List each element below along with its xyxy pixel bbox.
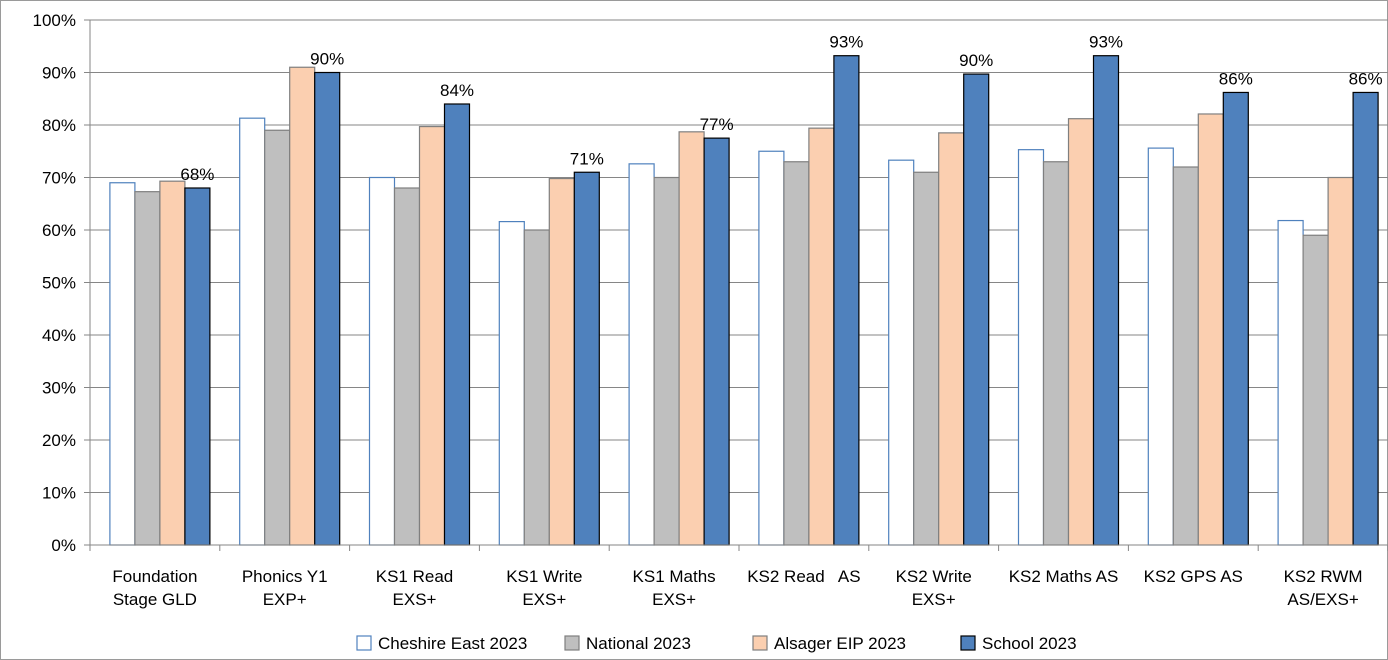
legend-label: School 2023 [982, 634, 1077, 653]
x-category-label: EXP+ [263, 590, 307, 609]
x-category-label: KS1 Read [376, 567, 454, 586]
legend-swatch [752, 635, 768, 651]
bar [159, 180, 186, 546]
x-category-label: KS2 GPS AS [1144, 567, 1243, 586]
y-tick-label: 0% [51, 536, 76, 555]
x-category-label: EXS+ [393, 590, 437, 609]
data-label: 90% [959, 51, 993, 70]
data-labels: 68% 90% 84% 71% 77% 93% 90% 93% 86% 86% [180, 33, 1382, 184]
x-category-label: Stage GLD [113, 590, 197, 609]
data-label: 68% [180, 165, 214, 184]
bar [109, 182, 136, 546]
bar [653, 176, 680, 546]
bar [1197, 113, 1224, 546]
bar [393, 187, 421, 546]
legend-swatch [356, 635, 372, 651]
axes [84, 19, 1388, 551]
data-label: 86% [1349, 69, 1383, 88]
x-category-label: AS/EXS+ [1287, 590, 1358, 609]
bar [418, 125, 446, 546]
data-label: 71% [570, 149, 604, 168]
x-category-label: Foundation [112, 567, 197, 586]
bar [368, 176, 396, 546]
bar [963, 73, 990, 546]
y-tick-label: 10% [42, 484, 76, 503]
y-tick-label: 70% [42, 169, 76, 188]
legend-label: Cheshire East 2023 [378, 634, 527, 653]
y-tick-label: 30% [42, 379, 76, 398]
bar [678, 131, 705, 546]
x-category-label: KS1 Maths [633, 567, 716, 586]
bar [888, 159, 915, 546]
bar [498, 221, 525, 546]
y-tick-label: 60% [42, 221, 76, 240]
bar [289, 66, 316, 546]
legend-label: National 2023 [586, 634, 691, 653]
bar [1092, 55, 1120, 546]
bar [548, 177, 575, 546]
bar [573, 171, 600, 546]
bar [913, 171, 940, 546]
x-category-label: KS2 RWM [1284, 567, 1363, 586]
bars [109, 55, 1379, 546]
bar [443, 103, 471, 546]
bar [1017, 149, 1045, 546]
bar [758, 150, 785, 546]
y-tick-label: 50% [42, 274, 76, 293]
bar [1147, 147, 1174, 546]
y-tick-label: 80% [42, 116, 76, 135]
x-category-label: Phonics Y1 [242, 567, 328, 586]
bar [1302, 234, 1329, 546]
x-category-label: KS1 Write [506, 567, 582, 586]
bar [264, 129, 291, 546]
y-tick-label: 90% [42, 64, 76, 83]
data-label: 90% [310, 50, 344, 69]
data-label: 77% [700, 115, 734, 134]
bar [1277, 219, 1304, 546]
bar [1172, 166, 1199, 546]
data-label: 93% [1089, 33, 1123, 52]
data-label: 86% [1219, 69, 1253, 88]
bar [134, 191, 161, 546]
legend-label: Alsager EIP 2023 [774, 634, 906, 653]
x-category-label: KS2 Write [896, 567, 972, 586]
x-category-label: KS2 Maths AS [1009, 567, 1119, 586]
bar [628, 163, 655, 546]
legend-swatch [564, 635, 580, 651]
bar [1042, 161, 1070, 546]
legend-swatch [960, 635, 976, 651]
bar [184, 187, 211, 546]
bar [783, 161, 810, 546]
bar [938, 132, 965, 546]
y-tick-label: 40% [42, 326, 76, 345]
y-tick-label: 20% [42, 431, 76, 450]
x-category-label: EXS+ [652, 590, 696, 609]
bar [833, 55, 860, 546]
bar [1352, 91, 1379, 546]
x-axis-category-labels: Foundation Stage GLD Phonics Y1 EXP+ KS1 Rea… [112, 567, 1362, 609]
bar [1327, 176, 1354, 546]
bar [703, 137, 730, 546]
bar [808, 127, 835, 546]
x-category-label: EXS+ [912, 590, 956, 609]
bar [523, 229, 550, 546]
y-tick-label: 100% [33, 11, 76, 30]
x-category-label: KS2 Read AS [747, 567, 860, 586]
x-category-label: EXS+ [522, 590, 566, 609]
bar [314, 71, 341, 546]
data-label: 93% [829, 33, 863, 52]
bar [239, 117, 266, 546]
bar [1222, 91, 1249, 546]
data-label: 84% [440, 81, 474, 100]
legend: Cheshire East 2023 National 2023 Alsager E… [356, 634, 1077, 653]
bar [1067, 118, 1095, 546]
y-axis-tick-labels: 0% 10% 20% 30% 40% 50% 60% 70% 80% 90% 100% [33, 11, 76, 555]
